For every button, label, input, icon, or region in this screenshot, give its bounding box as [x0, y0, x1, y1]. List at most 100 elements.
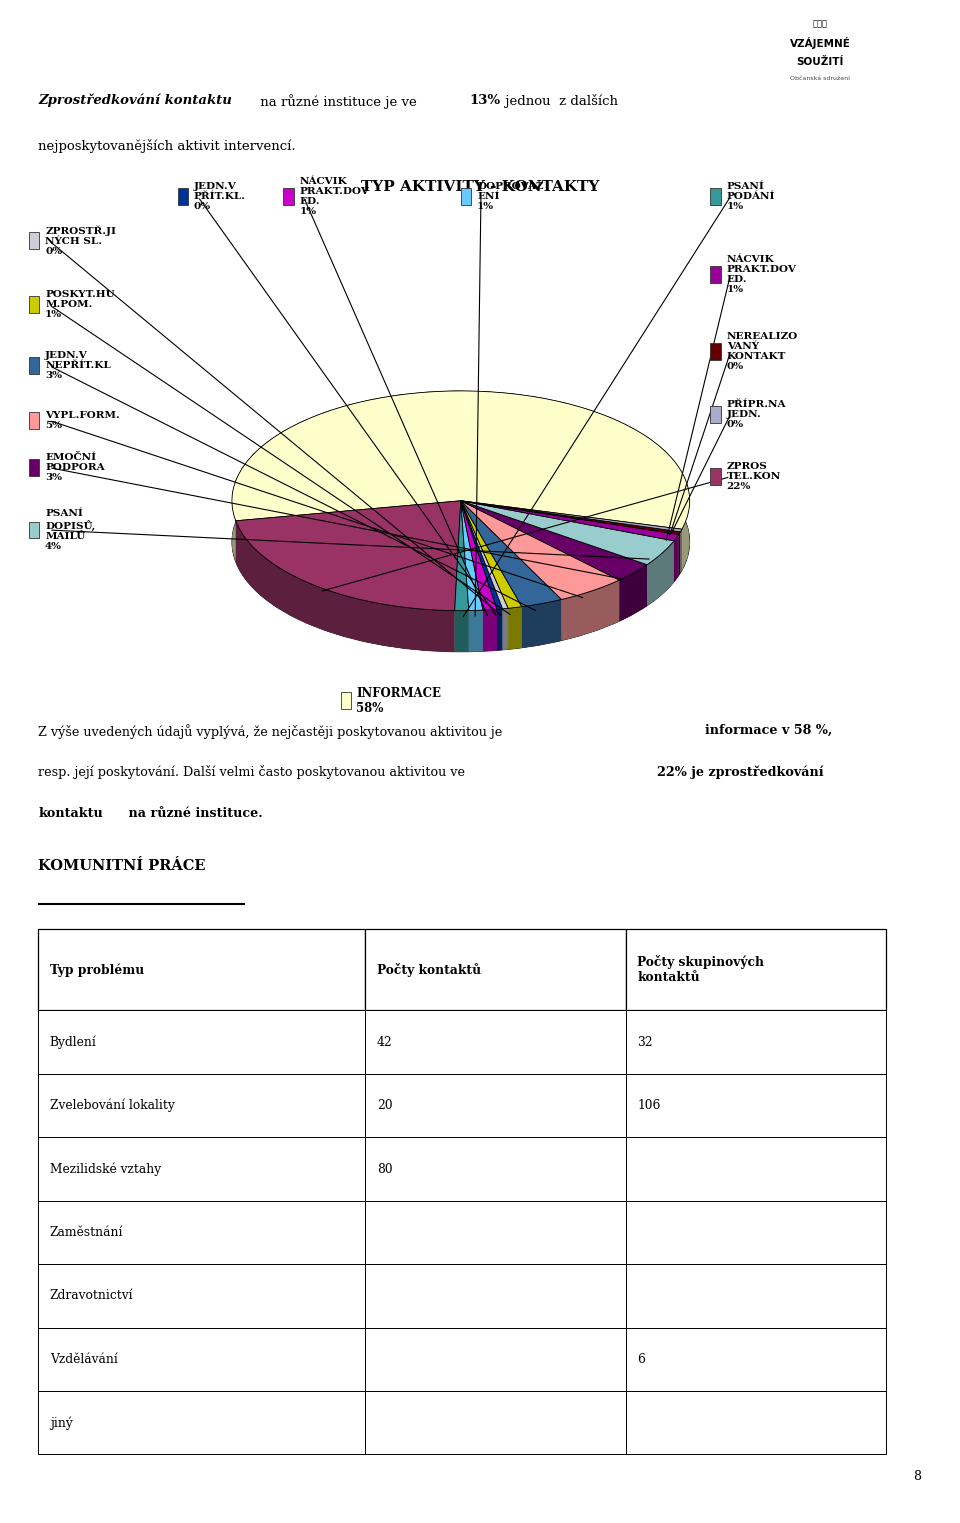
Bar [626, 1328, 886, 1390]
Bar [365, 1328, 626, 1390]
Polygon shape [674, 535, 679, 582]
PathPatch shape [461, 501, 503, 609]
Bar [38, 1264, 365, 1328]
Text: INFORMACE
58%: INFORMACE 58% [356, 687, 442, 714]
Polygon shape [681, 528, 682, 573]
Polygon shape [522, 600, 562, 647]
Text: Zaměstnání: Zaměstnání [50, 1226, 124, 1240]
Polygon shape [497, 609, 503, 650]
Polygon shape [468, 611, 483, 652]
Polygon shape [455, 611, 468, 652]
Text: 80: 80 [376, 1162, 393, 1176]
Ellipse shape [232, 433, 689, 652]
PathPatch shape [461, 501, 681, 535]
Text: jednou  z dalších: jednou z dalších [501, 94, 618, 108]
PathPatch shape [461, 501, 619, 600]
Bar [365, 1390, 626, 1454]
Polygon shape [503, 608, 508, 650]
Bar [365, 1138, 626, 1200]
Polygon shape [483, 609, 497, 652]
Text: 13%: 13% [468, 94, 500, 107]
Bar [38, 1074, 365, 1138]
PathPatch shape [461, 501, 508, 609]
Text: nejposkytovanějších aktivit intervencí.: nejposkytovanějších aktivit intervencí. [38, 139, 296, 154]
Bar [38, 1138, 365, 1200]
Text: 32: 32 [637, 1036, 653, 1049]
Text: NÁCVIK
PRAKT.DOV
ED.
1%: NÁCVIK PRAKT.DOV ED. 1% [300, 177, 370, 216]
Bar [626, 1138, 886, 1200]
PathPatch shape [461, 501, 483, 611]
PathPatch shape [461, 501, 647, 580]
Text: VYPL.FORM.
5%: VYPL.FORM. 5% [45, 411, 120, 429]
Text: informace v 58 %,: informace v 58 %, [706, 723, 832, 737]
Polygon shape [232, 391, 689, 571]
Bar [38, 1390, 365, 1454]
Text: SOUŽITÍ: SOUŽITÍ [797, 58, 844, 67]
Bar [626, 1010, 886, 1074]
Text: JEDN.V
NEPŘÍT.KL
3%: JEDN.V NEPŘÍT.KL 3% [45, 350, 110, 381]
Bar [626, 1074, 886, 1138]
Text: Vzdělávání: Vzdělávání [50, 1352, 118, 1366]
Bar [626, 1264, 886, 1328]
Bar [38, 929, 365, 1010]
Text: Zprostředkování kontaktu: Zprostředkování kontaktu [38, 94, 232, 107]
Text: Zdravotnictví: Zdravotnictví [50, 1290, 133, 1302]
PathPatch shape [236, 501, 461, 611]
Text: ⬛⬛⬛: ⬛⬛⬛ [813, 20, 828, 29]
Text: TYP AKTIVITY - KONTAKTY: TYP AKTIVITY - KONTAKTY [361, 180, 599, 195]
Text: POSKYT.HU
M.POM.
1%: POSKYT.HU M.POM. 1% [45, 289, 115, 320]
PathPatch shape [455, 501, 468, 611]
Text: EMOČNÍ
PODPORA
3%: EMOČNÍ PODPORA 3% [45, 452, 105, 483]
Text: kontaktu: kontaktu [38, 807, 103, 819]
Text: NEREALIZO
VANÝ
KONTAKT
0%: NEREALIZO VANÝ KONTAKT 0% [727, 332, 798, 372]
Bar [626, 929, 886, 1010]
Text: DOPROVÁZ
ENÍ
1%: DOPROVÁZ ENÍ 1% [477, 181, 543, 212]
Text: PŘÍPR.NA
JEDN.
0%: PŘÍPR.NA JEDN. 0% [727, 399, 786, 429]
PathPatch shape [461, 501, 562, 606]
Text: JEDN.V
PŘÍT.KL.
0%: JEDN.V PŘÍT.KL. 0% [194, 181, 246, 212]
Text: na různé instituce je ve: na různé instituce je ve [255, 94, 420, 108]
Text: Mezilidské vztahy: Mezilidské vztahy [50, 1162, 161, 1176]
Text: PSANÍ
PODÁNÍ
1%: PSANÍ PODÁNÍ 1% [727, 181, 776, 212]
PathPatch shape [461, 501, 674, 565]
Text: 20: 20 [376, 1100, 393, 1112]
PathPatch shape [461, 501, 522, 608]
PathPatch shape [461, 501, 679, 541]
Text: ZPROSTŘ.JI
NÝCH SL.
0%: ZPROSTŘ.JI NÝCH SL. 0% [45, 225, 116, 256]
Bar [365, 1010, 626, 1074]
Text: na různé instituce.: na různé instituce. [124, 807, 263, 819]
Bar [38, 1328, 365, 1390]
Bar [365, 1200, 626, 1264]
Text: 8: 8 [914, 1470, 922, 1483]
Text: PSANÍ
DOPISŮ,
MAILŮ
4%: PSANÍ DOPISŮ, MAILŮ 4% [45, 509, 95, 551]
Bar [626, 1200, 886, 1264]
Polygon shape [508, 606, 522, 649]
Bar [365, 929, 626, 1010]
Bar [38, 1010, 365, 1074]
Text: 106: 106 [637, 1100, 660, 1112]
Text: Počty skupinových
kontaktů: Počty skupinových kontaktů [637, 955, 764, 984]
PathPatch shape [232, 391, 689, 528]
PathPatch shape [461, 501, 682, 532]
Text: NÁCVIK
PRAKT.DOV
ED.
1%: NÁCVIK PRAKT.DOV ED. 1% [727, 254, 797, 294]
Polygon shape [619, 565, 647, 621]
Bar [626, 1390, 886, 1454]
Text: jiný: jiný [50, 1416, 73, 1430]
Bar [365, 1074, 626, 1138]
Text: Typ problému: Typ problému [50, 963, 144, 976]
Text: Občanská sdružení: Občanská sdružení [790, 76, 851, 81]
Text: Zvelebování lokality: Zvelebování lokality [50, 1100, 175, 1112]
Bar [365, 1264, 626, 1328]
Text: 42: 42 [376, 1036, 393, 1049]
Text: Počty kontaktů: Počty kontaktů [376, 963, 481, 976]
Polygon shape [236, 521, 455, 652]
Text: Bydlení: Bydlení [50, 1036, 97, 1049]
Polygon shape [562, 580, 619, 641]
PathPatch shape [461, 501, 497, 611]
Polygon shape [679, 532, 681, 576]
Text: resp. její poskytování. Další velmi často poskytovanou aktivitou ve: resp. její poskytování. Další velmi čast… [38, 765, 469, 780]
Text: KOMUNITNÍ PRÁCE: KOMUNITNÍ PRÁCE [38, 859, 205, 873]
Bar [38, 1200, 365, 1264]
Text: ZPROS
TEL.KON
22%: ZPROS TEL.KON 22% [727, 461, 781, 492]
Text: Z výše uvedených údajů vyplývá, že nejčastěji poskytovanou aktivitou je: Z výše uvedených údajů vyplývá, že nejča… [38, 723, 507, 739]
